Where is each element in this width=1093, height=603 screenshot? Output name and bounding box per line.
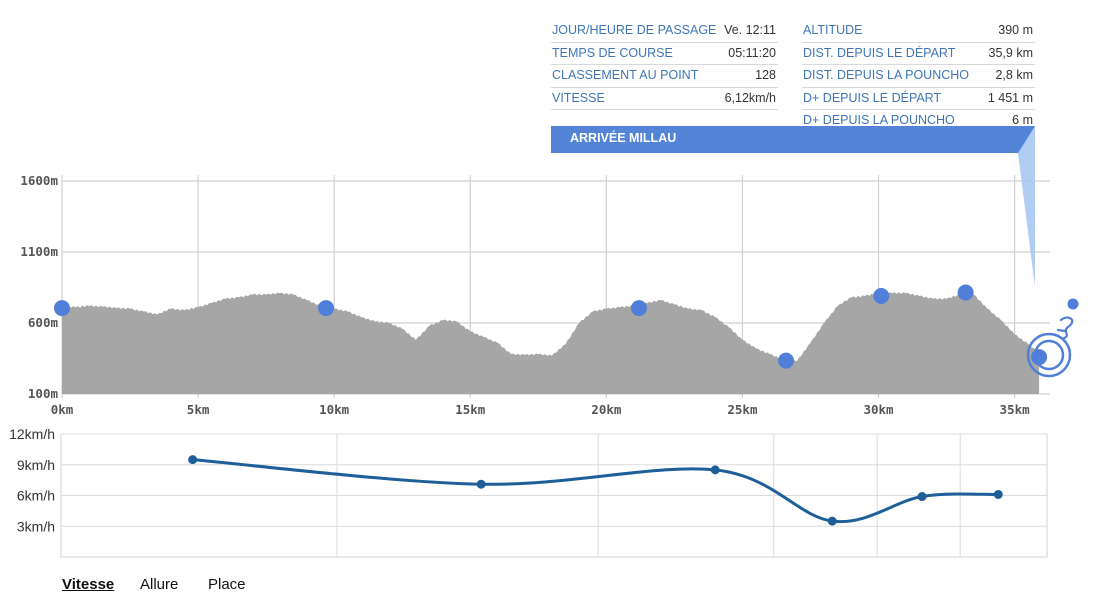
speed-chart: 12km/h 9km/h 6km/h 3km/h [9, 426, 1048, 558]
speed-y-tick-label: 6km/h [17, 488, 55, 504]
info-row-dplus-start: D+ DEPUIS LE DÉPART 1 451 m [802, 88, 1035, 110]
speed-point[interactable] [476, 479, 486, 489]
dist-pouncho-label: DIST. DEPUIS LA POUNCHO [803, 68, 970, 82]
banner-background [551, 126, 1035, 153]
checkpoint-marker[interactable] [1031, 349, 1048, 366]
banner-shape [551, 126, 1035, 153]
info-row-altitude: ALTITUDE 390 m [802, 20, 1035, 43]
altitude-label: ALTITUDE [803, 23, 863, 37]
dplus-pouncho-label: D+ DEPUIS LA POUNCHO [803, 113, 955, 127]
elevation-x-tick-label: 5km [187, 402, 210, 417]
passage-label: JOUR/HEURE DE PASSAGE [552, 23, 717, 37]
elevation-x-ticks: 0km 5km 10km 15km 20km 25km 30km 35km [51, 402, 1030, 417]
info-row-race-time: TEMPS DE COURSE 05:11:20 [551, 43, 778, 65]
elevation-x-tick-label: 35km [1000, 402, 1031, 417]
elevation-area [62, 292, 1040, 394]
race-time-value: 05:11:20 [728, 45, 776, 60]
speed-point[interactable] [993, 489, 1003, 499]
dplus-start-value: 1 451 m [987, 90, 1033, 105]
speed-point[interactable] [188, 455, 198, 465]
dist-pouncho-value: 2,8 km [995, 68, 1033, 82]
ranking-label: CLASSEMENT AU POINT [552, 68, 699, 82]
speed-y-tick-label: 12km/h [9, 426, 55, 442]
checkpoint-marker[interactable] [631, 300, 648, 317]
dist-start-label: DIST. DEPUIS LE DÉPART [803, 45, 956, 60]
tab-place[interactable]: Place [208, 576, 246, 593]
speed-label: VITESSE [552, 90, 605, 105]
info-row-passage: JOUR/HEURE DE PASSAGE Ve. 12:11 [551, 20, 778, 43]
checkpoint-marker[interactable] [54, 300, 70, 317]
dplus-pouncho-value: 6 m [1012, 113, 1033, 127]
checkpoint-marker[interactable] [957, 284, 974, 301]
checkpoint-banner: ARRIVÉE MILLAU [551, 126, 1035, 153]
tab-vitesse[interactable]: Vitesse [62, 576, 115, 593]
elevation-x-tick-label: 0km [51, 402, 74, 417]
elevation-y-tick-label: 1600m [20, 173, 58, 188]
checkpoint-marker[interactable] [318, 300, 335, 317]
checkpoint-marker[interactable] [777, 352, 794, 369]
info-row-ranking: CLASSEMENT AU POINT 128 [551, 65, 778, 88]
ranking-value: 128 [755, 68, 776, 82]
tab-allure[interactable]: Allure [140, 576, 179, 593]
speed-y-ticks: 12km/h 9km/h 6km/h 3km/h [9, 426, 55, 534]
speed-y-tick-label: 9km/h [17, 457, 55, 473]
banner-title: ARRIVÉE MILLAU [570, 131, 677, 145]
altitude-value: 390 m [998, 23, 1033, 37]
elevation-y-ticks: 1600m 1100m 600m 100m [20, 173, 58, 401]
elevation-x-tick-label: 20km [591, 402, 622, 417]
dist-start-value: 35,9 km [988, 45, 1033, 60]
elevation-y-tick-label: 1100m [20, 244, 58, 259]
speed-value: 6,12km/h [724, 90, 776, 105]
location-pulse-icon[interactable] [1026, 332, 1072, 378]
speed-point[interactable] [710, 465, 720, 475]
banner-pointer [1018, 126, 1035, 287]
elevation-y-tick-label: 100m [28, 386, 59, 401]
speed-point[interactable] [917, 492, 927, 502]
info-column-right: ALTITUDE 390 m DIST. DEPUIS LE DÉPART 35… [802, 20, 1035, 133]
elevation-profile-chart: 1600m 1100m 600m 100m 0km 5km 10km 15km 20km 25k… [20, 126, 1079, 417]
race-time-label: TEMPS DE COURSE [552, 45, 673, 60]
checkpoint-marker[interactable] [873, 288, 890, 305]
info-column-left: JOUR/HEURE DE PASSAGE Ve. 12:11 TEMPS DE… [551, 20, 778, 110]
passage-value: Ve. 12:11 [724, 23, 776, 37]
info-row-speed: VITESSE 6,12km/h [551, 88, 778, 110]
elevation-x-tick-label: 30km [863, 402, 894, 417]
info-row-dist-pouncho: DIST. DEPUIS LA POUNCHO 2,8 km [802, 65, 1035, 88]
dplus-start-label: D+ DEPUIS LE DÉPART [803, 90, 942, 105]
runner-icon [1056, 298, 1079, 340]
speed-points [188, 455, 1003, 526]
elevation-x-tick-label: 15km [455, 402, 486, 417]
elevation-y-tick-label: 600m [28, 315, 59, 330]
speed-grid [60, 433, 1048, 558]
info-row-dist-start: DIST. DEPUIS LE DÉPART 35,9 km [802, 43, 1035, 65]
speed-y-tick-label: 3km/h [17, 518, 55, 534]
elevation-x-tick-label: 25km [727, 402, 758, 417]
speed-point[interactable] [827, 516, 837, 526]
elevation-x-tick-label: 10km [319, 402, 350, 417]
